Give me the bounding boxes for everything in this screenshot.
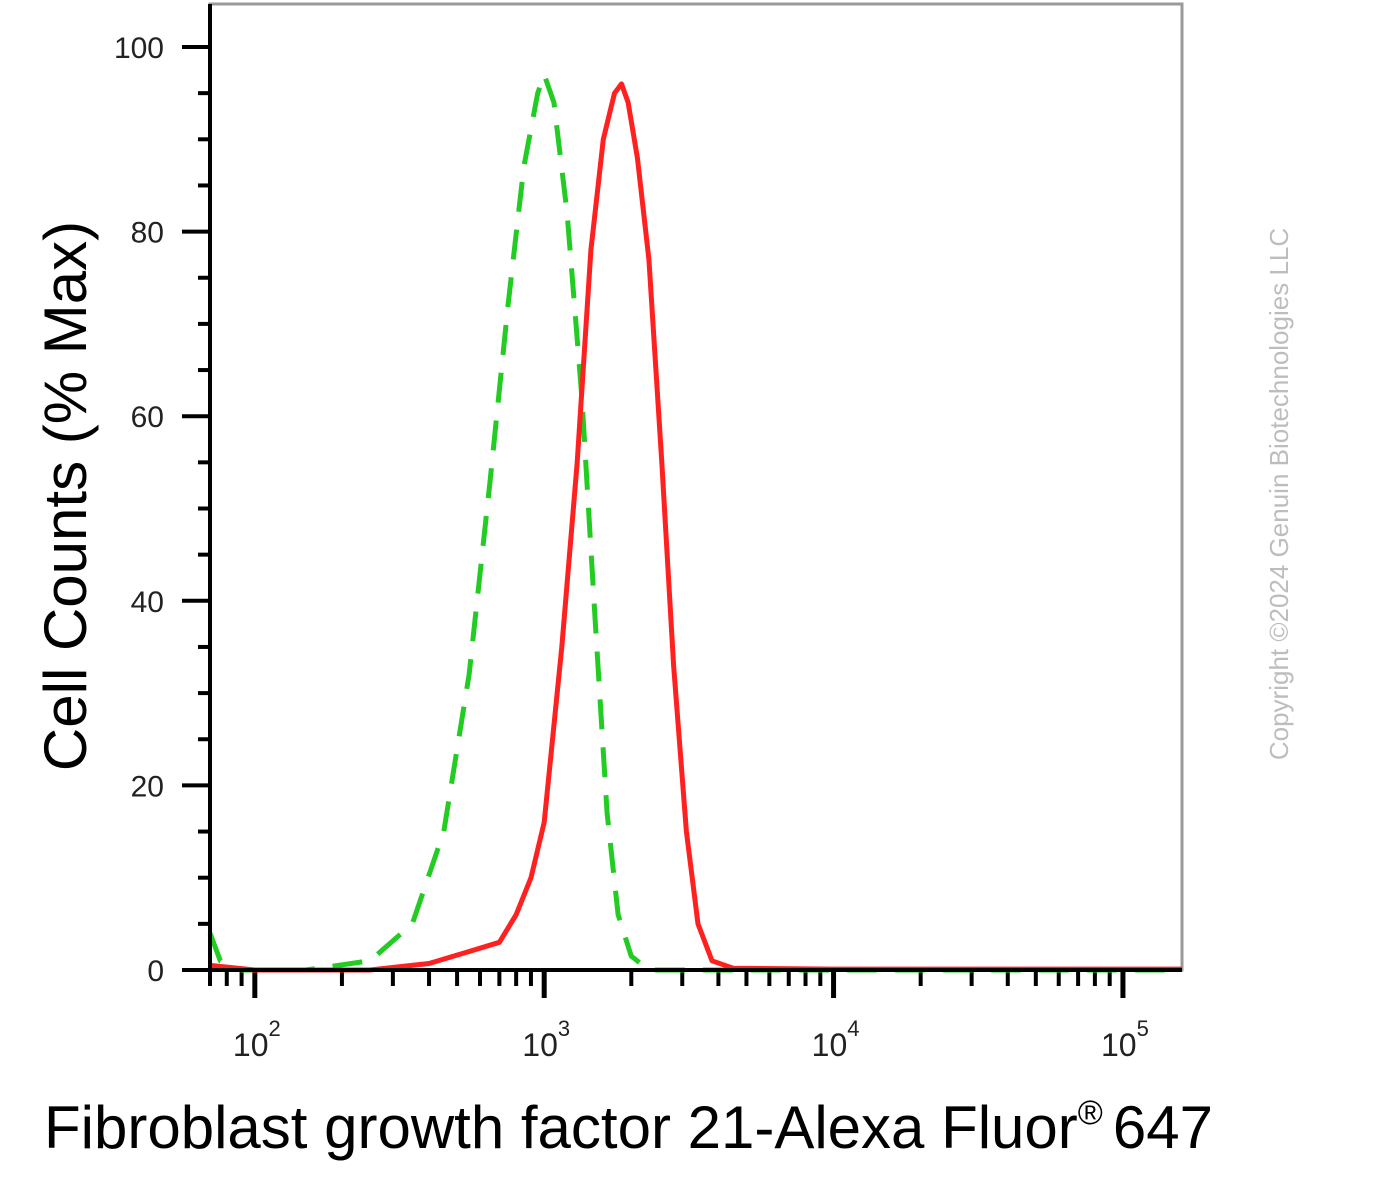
series-line-solid <box>209 81 1182 973</box>
y-tick-label: 80 <box>131 217 164 250</box>
x-axis-title-suffix: 647 <box>1113 1094 1213 1161</box>
y-tick-label: 40 <box>131 586 164 619</box>
y-tick-label: 60 <box>131 401 164 434</box>
x-tick-label: 105 <box>1101 1016 1149 1063</box>
series-layer <box>207 72 1182 973</box>
series-line-dashed <box>207 72 1182 973</box>
y-axis-ticks: 0 20 40 60 80 100 <box>114 32 210 988</box>
x-tick-label-base: 10 <box>1101 1027 1137 1063</box>
x-axis-title-main: Fibroblast growth factor 21-Alexa Fluor <box>44 1094 1078 1161</box>
plot-frame <box>208 2 1184 972</box>
x-tick-label-base: 10 <box>522 1027 558 1063</box>
x-tick-label-base: 10 <box>812 1027 848 1063</box>
y-tick-label: 0 <box>147 955 164 988</box>
x-tick-label-exponent: 2 <box>268 1016 280 1041</box>
copyright-watermark: Copyright ©2024 Genuin Biotechnologies L… <box>1264 228 1294 760</box>
x-axis-ticks: 102 103 104 105 <box>208 970 1149 1063</box>
x-tick-label-exponent: 4 <box>847 1016 859 1041</box>
y-tick-label: 100 <box>114 32 164 65</box>
x-axis-title-registered: ® <box>1078 1094 1103 1132</box>
x-tick-label: 104 <box>812 1016 860 1063</box>
y-tick-label: 20 <box>131 770 164 803</box>
x-axis-title: Fibroblast growth factor 21-Alexa Fluor®… <box>44 1094 1213 1161</box>
x-tick-label: 102 <box>233 1016 281 1063</box>
y-axis-title: Cell Counts (% Max) <box>32 221 99 771</box>
x-tick-label-exponent: 5 <box>1137 1016 1149 1041</box>
x-tick-label-exponent: 3 <box>558 1016 570 1041</box>
x-tick-label: 103 <box>522 1016 570 1063</box>
x-tick-label-base: 10 <box>233 1027 269 1063</box>
